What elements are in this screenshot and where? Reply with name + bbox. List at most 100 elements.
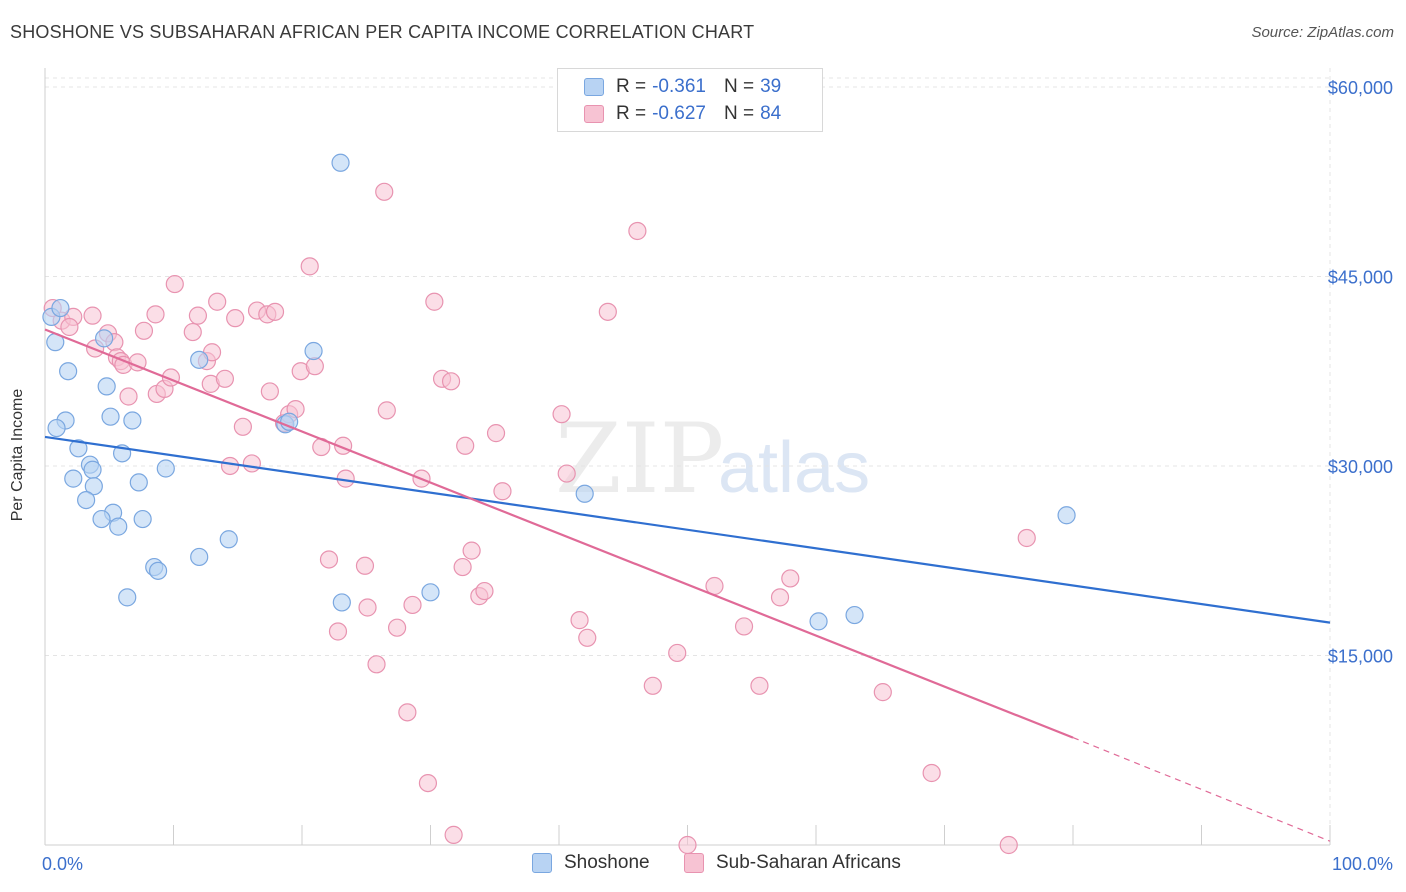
ssa-point — [305, 357, 324, 376]
shoshone-point — [123, 411, 142, 430]
shoshone-point — [219, 530, 238, 549]
ssa-point — [462, 541, 481, 560]
shoshone-point — [575, 484, 594, 503]
shoshone-point — [331, 153, 350, 172]
ssa-point — [83, 306, 102, 325]
shoshone-point — [101, 407, 120, 426]
ssa-point — [260, 382, 279, 401]
ssa-point — [319, 550, 339, 569]
y-tick-label: $45,000 — [1328, 267, 1393, 287]
shoshone-point — [332, 593, 351, 612]
ssa-point — [418, 773, 438, 793]
shoshone-point — [59, 362, 78, 381]
n-value: 39 — [760, 76, 782, 97]
ssa-point — [453, 557, 472, 577]
ssa-trendline — [44, 328, 1074, 739]
ssa-point — [1017, 528, 1036, 548]
ssa-point — [220, 456, 240, 476]
n-label: N = — [723, 76, 755, 97]
ssa-point — [578, 628, 597, 647]
legend-label-ssa: Sub-Saharan Africans — [716, 852, 901, 873]
ssa-point — [233, 417, 252, 436]
legend-label-shoshone: Shoshone — [564, 852, 650, 873]
shoshone-point — [77, 490, 96, 510]
ssa-point — [734, 617, 754, 636]
legend-row-ssa: R = -0.627 N = 84 — [584, 101, 781, 127]
shoshone-point — [47, 418, 66, 438]
legend-item-shoshone: Shoshone — [532, 852, 650, 874]
ssa-point — [226, 309, 245, 328]
ssa-point — [570, 611, 589, 630]
n-label: N = — [723, 103, 755, 124]
ssa-point — [375, 182, 394, 201]
ssa-point — [922, 763, 941, 783]
shoshone-point — [190, 350, 209, 369]
legend-row-shoshone: R = -0.361 N = 39 — [584, 74, 781, 100]
ssa-point — [668, 643, 687, 663]
shoshone-point — [95, 329, 114, 348]
ssa-point — [493, 482, 512, 501]
ssa-point — [355, 556, 375, 575]
ssa-point — [486, 424, 506, 443]
shoshone-point — [97, 377, 116, 396]
ssa-point — [165, 274, 184, 294]
ssa-point — [358, 598, 377, 617]
ssa-point — [781, 569, 800, 588]
ssa-point — [643, 676, 662, 695]
y-tick-label: $30,000 — [1328, 457, 1393, 477]
shoshone-point — [148, 561, 168, 580]
x-tick-label: 100.0% — [1332, 854, 1393, 874]
ssa-point — [770, 588, 790, 607]
shoshone-trendline — [44, 435, 1331, 624]
y-tick-label: $15,000 — [1328, 646, 1393, 666]
n-value: 84 — [760, 103, 782, 124]
ssa-point — [456, 436, 475, 455]
ssa-point — [119, 387, 138, 406]
series-legend: Shoshone Sub-Saharan Africans — [0, 852, 1406, 878]
ssa-point — [475, 581, 494, 601]
ssa-swatch — [584, 105, 604, 123]
ssa-point — [387, 618, 407, 637]
ssa-point — [678, 835, 697, 855]
ssa-point — [425, 292, 444, 311]
r-label: R = — [616, 103, 647, 124]
ssa-point — [215, 369, 234, 388]
ssa-point — [750, 676, 769, 695]
watermark-atlas: atlas — [718, 428, 870, 508]
ssa-point — [873, 683, 892, 702]
ssa-point — [146, 305, 165, 324]
ssa-point — [552, 405, 571, 424]
ssa-point — [300, 257, 319, 276]
r-value: -0.627 — [652, 103, 706, 124]
ssa-point — [999, 835, 1018, 855]
ssa-point — [628, 221, 647, 241]
ssa-point — [60, 317, 79, 337]
shoshone-point — [84, 477, 103, 496]
ssa-point — [398, 703, 417, 722]
y-tick-label: $60,000 — [1328, 78, 1393, 98]
shoshone-point — [51, 298, 70, 318]
correlation-legend: R = -0.361 N = 39 R = -0.627 N = 84 — [557, 68, 823, 132]
ssa-point — [557, 464, 576, 483]
ssa-point — [188, 306, 208, 325]
shoshone-point — [83, 460, 102, 479]
shoshone-point — [304, 341, 323, 361]
r-label: R = — [616, 76, 647, 97]
source-label: Source: ZipAtlas.com — [1251, 24, 1394, 41]
ssa-point — [242, 454, 261, 473]
ssa-point — [377, 401, 396, 420]
shoshone-point — [809, 612, 828, 631]
shoshone-point — [845, 605, 864, 625]
shoshone-point — [190, 547, 209, 567]
ssa-point — [134, 321, 154, 340]
ssa-trendline-extension — [1072, 737, 1331, 842]
shoshone-point — [1057, 506, 1076, 525]
ssa-point — [598, 302, 617, 321]
ssa-point — [328, 622, 348, 641]
ssa-point — [265, 302, 285, 321]
ssa-point — [403, 595, 422, 615]
shoshone-point — [92, 509, 111, 529]
ssa-point — [444, 825, 463, 844]
r-value: -0.361 — [652, 76, 706, 97]
